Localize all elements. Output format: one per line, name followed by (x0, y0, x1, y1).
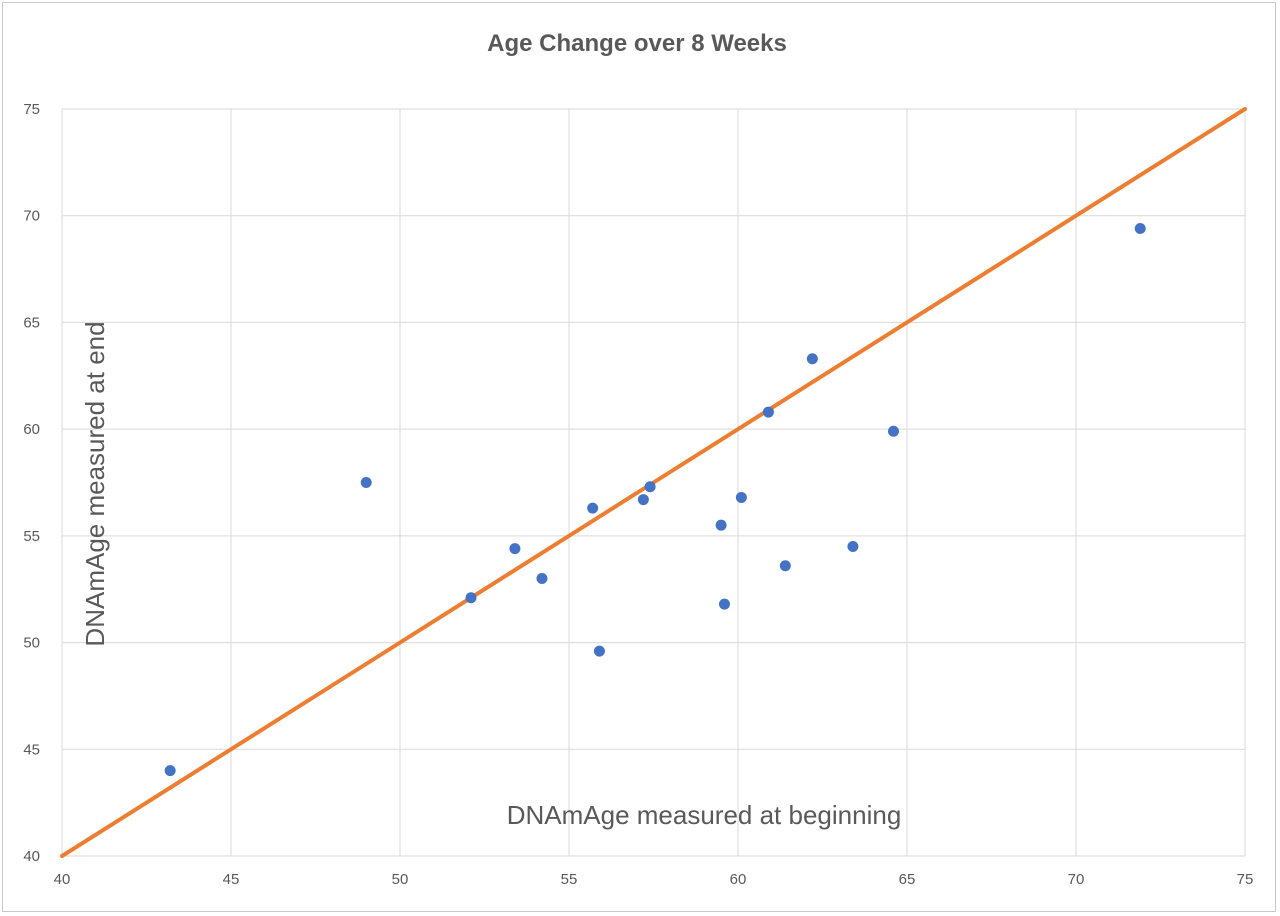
data-point (762, 406, 774, 418)
data-point (847, 541, 859, 553)
data-point (735, 491, 747, 503)
x-tick-label: 60 (730, 871, 747, 888)
data-point (779, 560, 791, 572)
grid-lines (61, 108, 1246, 857)
data-point (637, 494, 649, 506)
y-tick-label: 60 (23, 421, 40, 438)
data-point (164, 765, 176, 777)
data-point (644, 481, 656, 493)
data-points (164, 223, 1146, 777)
chart-title: Age Change over 8 Weeks (487, 30, 787, 57)
x-tick-label: 75 (1237, 871, 1254, 888)
data-point (887, 425, 899, 437)
data-point (536, 573, 548, 585)
data-point (715, 519, 727, 531)
x-tick-label: 70 (1068, 871, 1085, 888)
x-tick-label: 50 (392, 871, 409, 888)
x-tick-label: 45 (223, 871, 240, 888)
data-point (1134, 223, 1146, 235)
data-point (806, 353, 818, 365)
data-point (718, 598, 730, 610)
data-point (509, 543, 521, 555)
y-tick-label: 70 (23, 208, 40, 225)
y-tick-label: 75 (23, 101, 40, 118)
y-tick-label: 45 (23, 741, 40, 758)
x-axis-label: DNAmAge measured at beginning (507, 800, 902, 830)
x-tick-label: 55 (561, 871, 578, 888)
y-axis-ticks: 40 45 50 55 60 65 70 75 (23, 101, 40, 865)
y-tick-label: 40 (23, 848, 40, 865)
data-point (587, 502, 599, 514)
x-tick-label: 40 (54, 871, 71, 888)
x-axis-ticks: 40 45 50 55 60 65 70 75 (54, 871, 1254, 888)
x-tick-label: 65 (899, 871, 916, 888)
data-point (465, 592, 477, 604)
y-axis-label: DNAmAge measured at end (80, 321, 110, 646)
data-point (593, 645, 605, 657)
y-tick-label: 55 (23, 528, 40, 545)
data-point (360, 477, 372, 488)
y-tick-label: 50 (23, 635, 40, 652)
y-tick-label: 65 (23, 314, 40, 331)
